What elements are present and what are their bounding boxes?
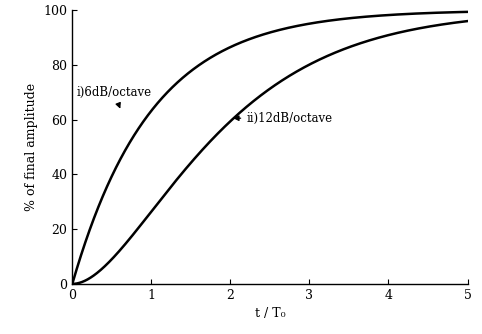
Text: ii)12dB/octave: ii)12dB/octave [235,112,332,125]
Text: i)6dB/octave: i)6dB/octave [76,86,151,108]
Y-axis label: % of final amplitude: % of final amplitude [25,83,38,211]
X-axis label: t / T₀: t / T₀ [254,307,285,320]
